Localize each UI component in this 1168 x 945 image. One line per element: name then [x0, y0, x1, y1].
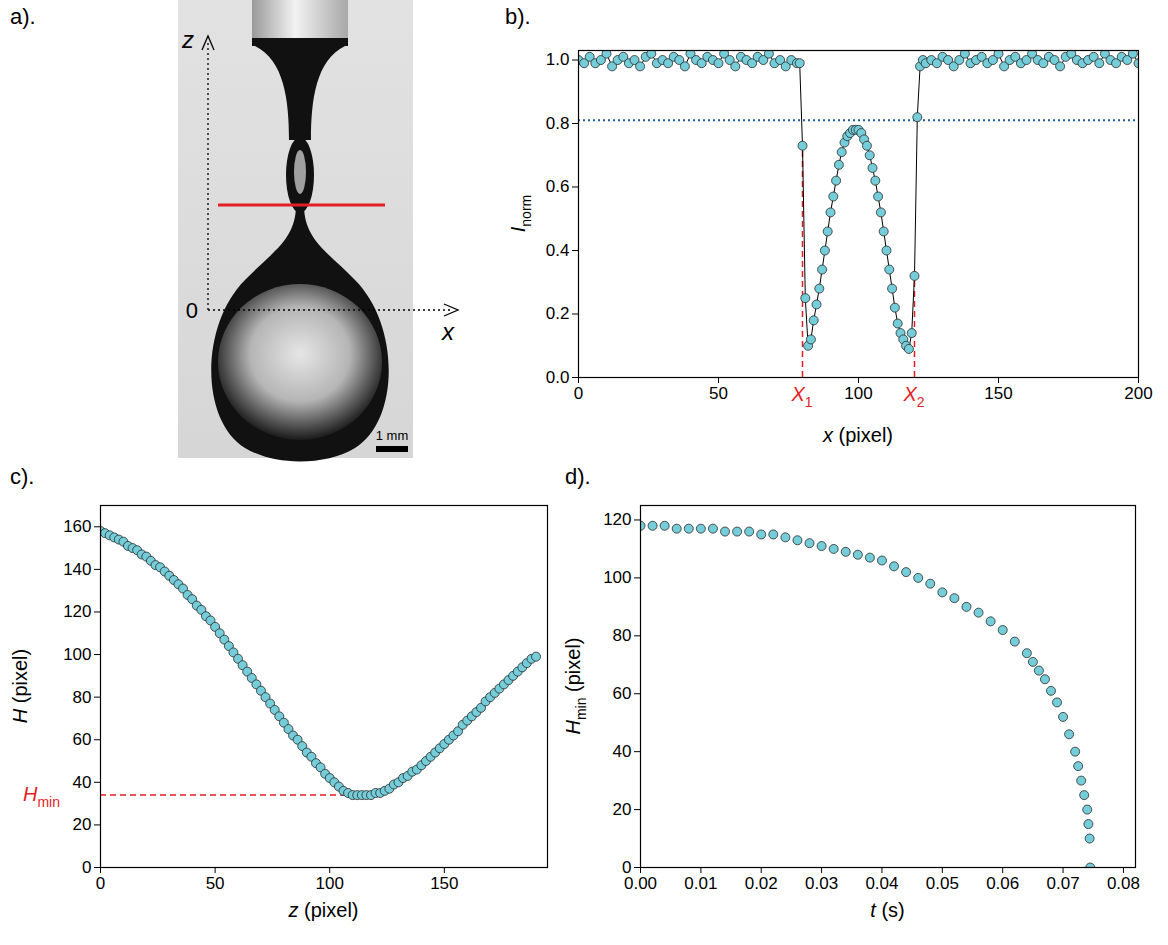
- svg-text:z: z: [181, 26, 194, 53]
- svg-text:80: 80: [73, 688, 92, 707]
- svg-text:50: 50: [709, 384, 728, 403]
- svg-text:0.07: 0.07: [1047, 874, 1080, 893]
- svg-text:140: 140: [63, 560, 91, 579]
- svg-text:60: 60: [613, 684, 632, 703]
- svg-text:0: 0: [96, 874, 105, 893]
- svg-text:120: 120: [603, 510, 631, 529]
- svg-text:0.8: 0.8: [546, 114, 570, 133]
- svg-text:X1: X1: [790, 383, 812, 410]
- html-text:b).: b).: [505, 4, 531, 29]
- svg-text:0: 0: [574, 384, 583, 403]
- svg-text:0.4: 0.4: [546, 241, 570, 260]
- svg-text:t (s): t (s): [870, 899, 904, 921]
- svg-text:x (pixel): x (pixel): [822, 424, 893, 446]
- svg-text:Inorm: Inorm: [507, 195, 534, 232]
- svg-text:60: 60: [73, 730, 92, 749]
- svg-text:40: 40: [613, 742, 632, 761]
- svg-text:200: 200: [1124, 384, 1152, 403]
- html-text:a).: a).: [10, 4, 36, 29]
- svg-text:160: 160: [63, 517, 91, 536]
- svg-text:Hmin: Hmin: [23, 783, 60, 810]
- svg-text:0.05: 0.05: [926, 874, 959, 893]
- svg-text:1.0: 1.0: [546, 50, 570, 69]
- svg-text:20: 20: [73, 815, 92, 834]
- svg-text:20: 20: [613, 800, 632, 819]
- svg-text:0.01: 0.01: [684, 874, 717, 893]
- svg-text:0: 0: [186, 298, 198, 323]
- svg-text:0.00: 0.00: [624, 874, 657, 893]
- svg-text:X2: X2: [902, 383, 924, 410]
- svg-text:0.04: 0.04: [865, 874, 898, 893]
- svg-text:0.2: 0.2: [546, 304, 570, 323]
- html-text:c).: c).: [10, 464, 35, 489]
- svg-text:0.0: 0.0: [546, 368, 570, 387]
- svg-text:H (pixel): H (pixel): [9, 649, 31, 723]
- svg-text:1 mm: 1 mm: [376, 428, 409, 443]
- svg-text:80: 80: [613, 626, 632, 645]
- svg-text:0: 0: [82, 858, 91, 877]
- svg-text:0.03: 0.03: [805, 874, 838, 893]
- svg-text:0.6: 0.6: [546, 177, 570, 196]
- svg-text:150: 150: [984, 384, 1012, 403]
- svg-text:100: 100: [63, 645, 91, 664]
- svg-text:x: x: [441, 318, 455, 345]
- svg-text:100: 100: [316, 874, 344, 893]
- svg-text:z (pixel): z (pixel): [287, 899, 358, 921]
- svg-text:50: 50: [206, 874, 225, 893]
- svg-text:Hmin (pixel): Hmin (pixel): [562, 637, 589, 734]
- svg-text:0.02: 0.02: [745, 874, 778, 893]
- svg-text:0.06: 0.06: [986, 874, 1019, 893]
- svg-text:150: 150: [430, 874, 458, 893]
- svg-text:40: 40: [73, 773, 92, 792]
- svg-text:120: 120: [63, 602, 91, 621]
- svg-text:0.08: 0.08: [1107, 874, 1140, 893]
- svg-text:0: 0: [622, 857, 632, 877]
- svg-text:100: 100: [603, 568, 631, 587]
- svg-text:100: 100: [844, 384, 872, 403]
- html-text:d).: d).: [565, 464, 591, 489]
